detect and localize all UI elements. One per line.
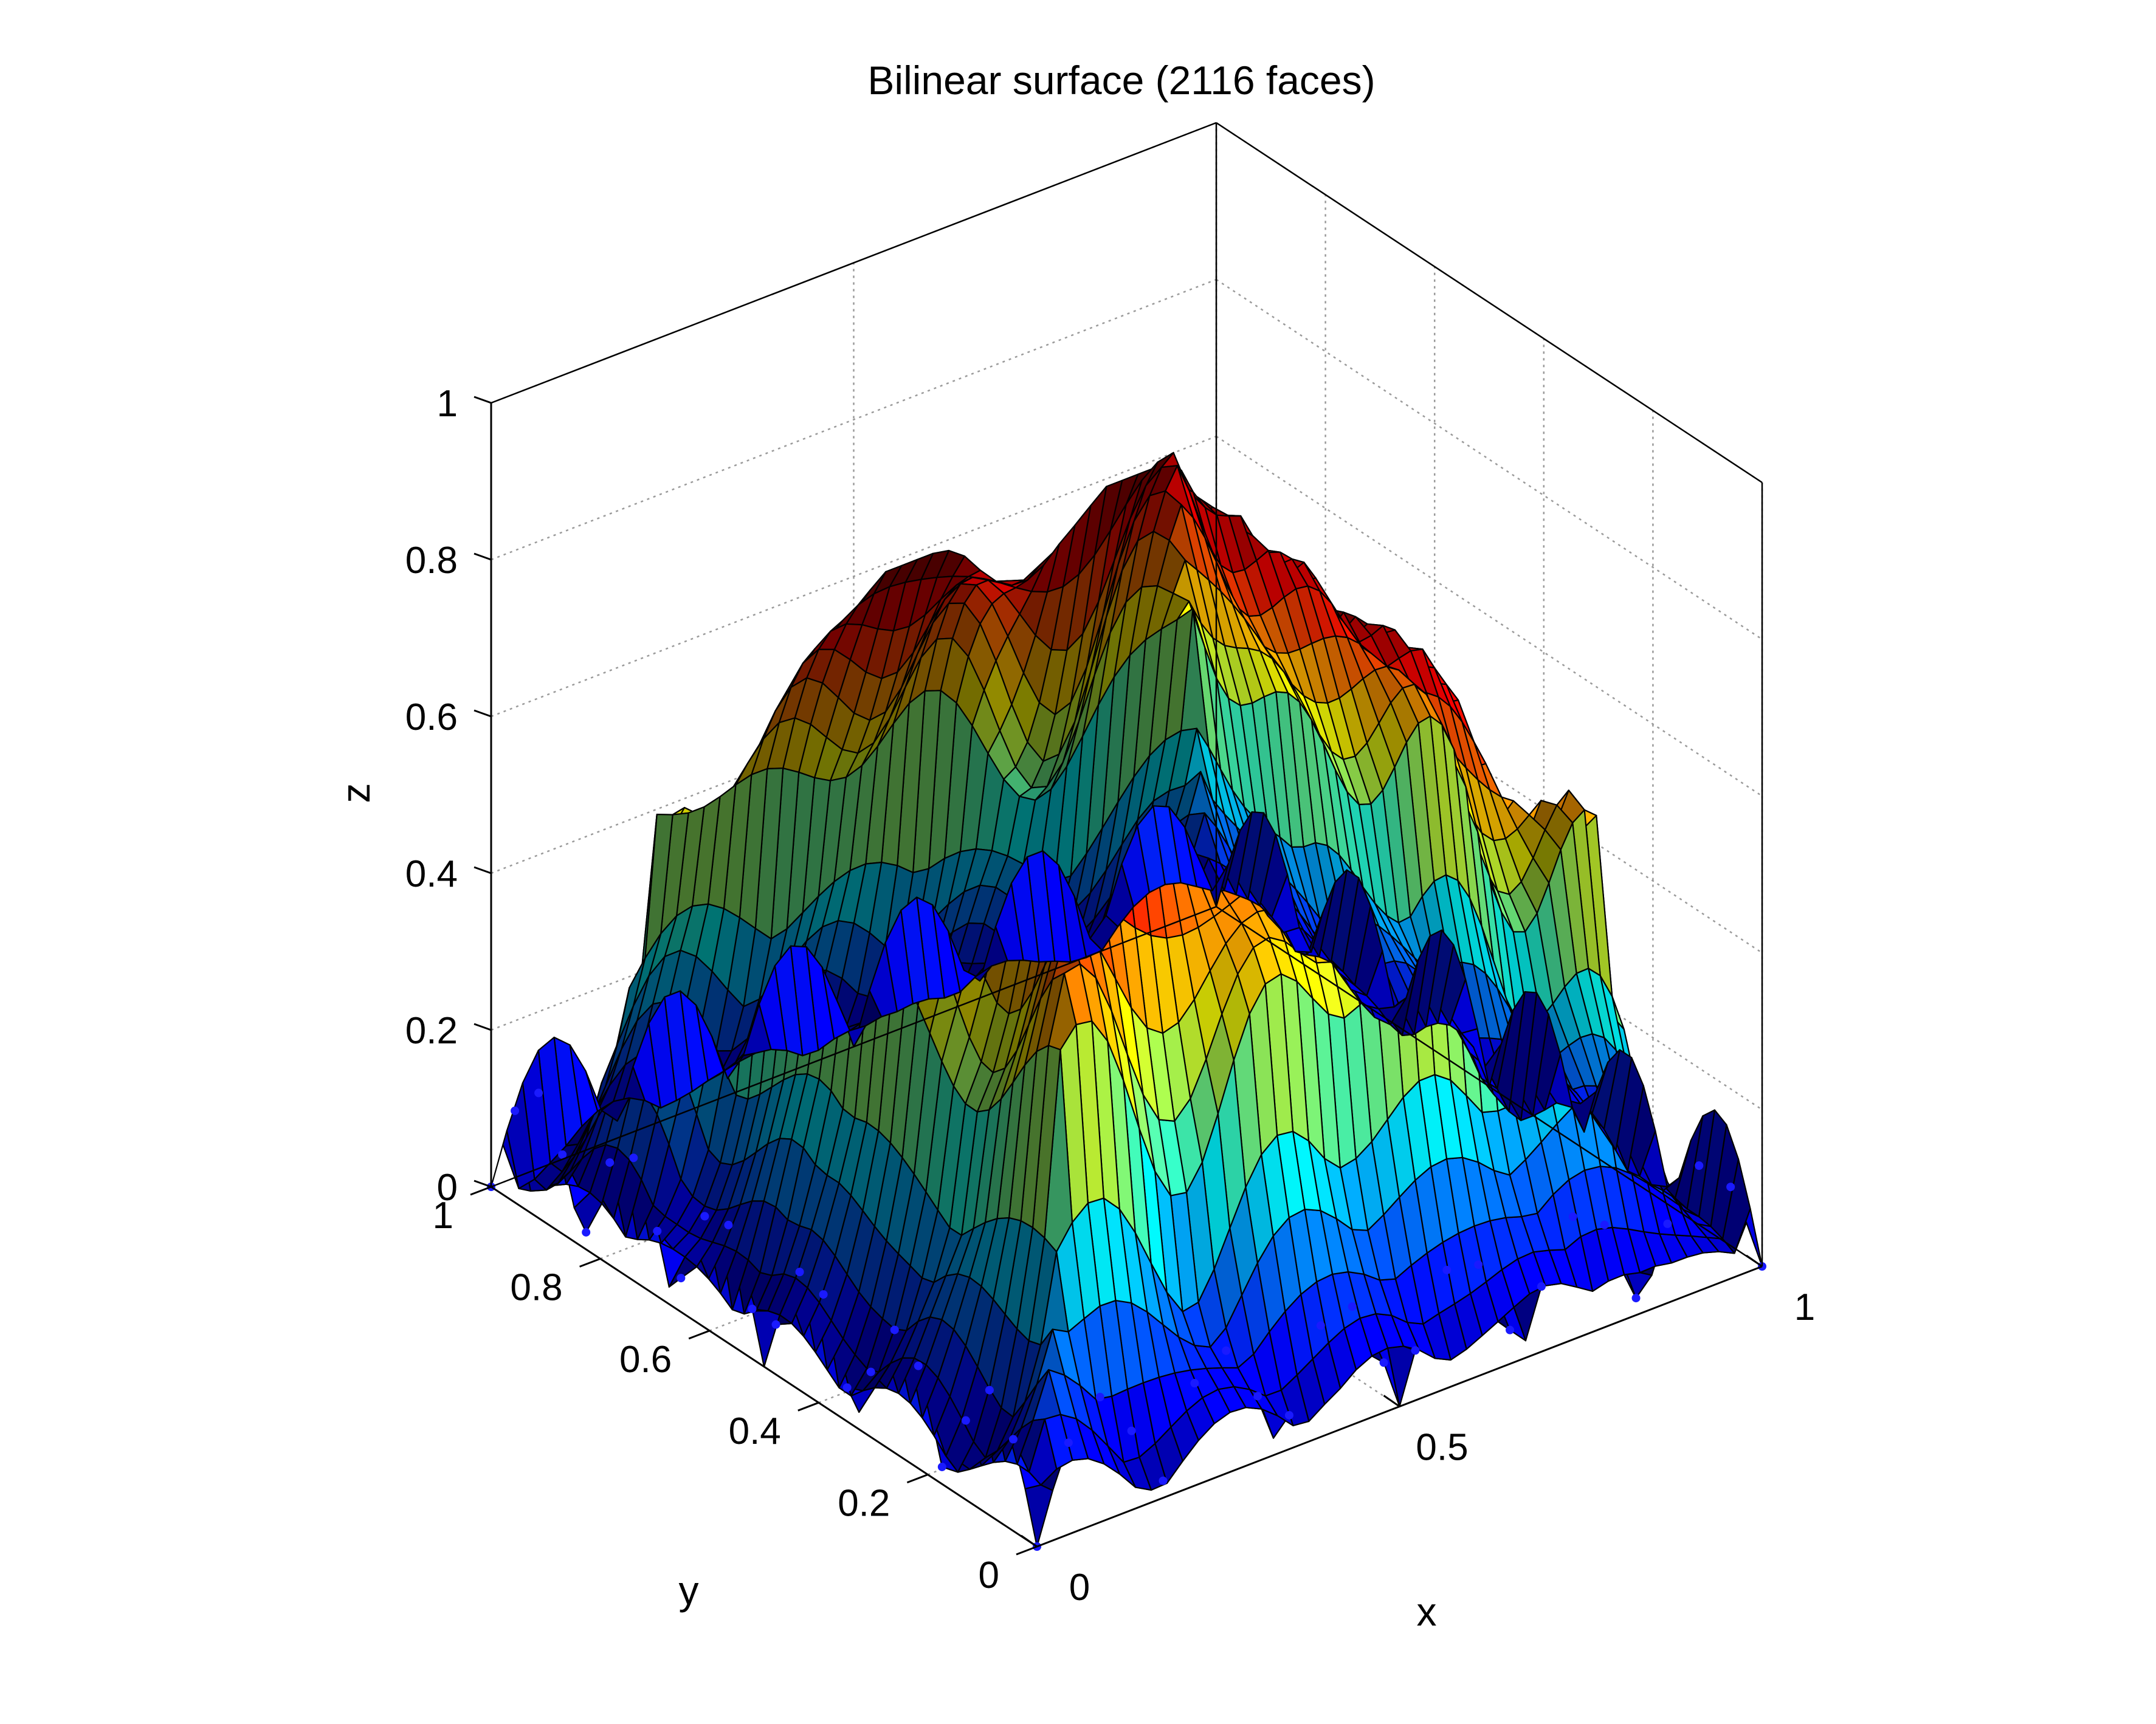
boundary-node — [914, 1361, 923, 1370]
boundary-node — [1064, 1438, 1073, 1448]
boundary-node — [937, 1462, 946, 1471]
z-tick-label: 0.2 — [405, 1010, 458, 1052]
y-tick-label: 0.6 — [619, 1339, 672, 1381]
boundary-node — [1095, 1392, 1104, 1401]
y-tick-label: 0 — [979, 1554, 999, 1596]
y-tick-mark — [797, 1401, 819, 1412]
boundary-node — [1222, 1346, 1231, 1355]
z-tick-label: 0.4 — [405, 853, 458, 895]
boundary-node — [677, 1274, 686, 1283]
boundary-node — [605, 1158, 615, 1167]
boundary-node — [1600, 1220, 1609, 1229]
boundary-node — [1316, 1321, 1325, 1330]
y-tick-label: 0.4 — [729, 1410, 781, 1452]
boundary-node — [700, 1212, 709, 1221]
y-tick-mark — [688, 1330, 710, 1340]
boundary-node — [1537, 1282, 1546, 1291]
y-tick-label: 1 — [433, 1195, 453, 1237]
x-tick-label: 1 — [1794, 1286, 1815, 1328]
boundary-node — [842, 1383, 852, 1392]
boundary-node — [819, 1290, 828, 1299]
x-tick-label: 0.5 — [1416, 1427, 1468, 1469]
box-edge — [1216, 905, 1763, 1268]
z-tick-mark — [474, 396, 492, 404]
surface-face — [751, 1308, 781, 1368]
x-tick-label: 0 — [1069, 1567, 1090, 1609]
y-tick-label: 0.8 — [510, 1266, 562, 1308]
boundary-node — [1442, 1265, 1452, 1274]
boundary-node — [558, 1150, 567, 1159]
y-axis-label: y — [679, 1568, 699, 1613]
axis-line — [491, 1186, 1038, 1548]
boundary-node — [890, 1325, 899, 1334]
boundary-node — [1253, 1392, 1262, 1401]
chart-title: Bilinear surface (2116 faces) — [867, 58, 1375, 103]
z-tick-label: 0.8 — [405, 540, 458, 582]
z-axis-label: z — [333, 783, 378, 803]
boundary-node — [1568, 1212, 1577, 1221]
boundary-node — [771, 1320, 780, 1329]
boundary-node — [985, 1386, 994, 1395]
box-edge — [1216, 122, 1763, 484]
z-tick-label: 0 — [437, 1167, 458, 1209]
z-tick-mark — [474, 1180, 492, 1188]
boundary-node — [795, 1268, 804, 1277]
y-tick-mark — [579, 1257, 601, 1268]
boundary-node — [511, 1106, 520, 1115]
boundary-nodes — [487, 1088, 1766, 1551]
boundary-node — [1663, 1219, 1672, 1228]
z-tick-mark — [474, 866, 492, 874]
boundary-node — [582, 1228, 591, 1237]
box-edge — [491, 122, 1217, 404]
y-tick-mark — [1016, 1545, 1038, 1556]
boundary-node — [1159, 1476, 1168, 1485]
boundary-node — [1379, 1358, 1388, 1367]
surface-face — [490, 1130, 520, 1189]
z-tick-mark — [474, 709, 492, 718]
x-tick-mark — [1746, 1254, 1763, 1268]
boundary-node — [724, 1220, 733, 1229]
boundary-node — [1284, 1410, 1293, 1420]
surface-mesh — [490, 452, 1763, 1548]
y-tick-mark — [906, 1474, 928, 1484]
boundary-node — [1190, 1379, 1199, 1388]
boundary-node — [1474, 1260, 1483, 1269]
boundary-node — [1695, 1161, 1704, 1170]
grid-line — [491, 278, 1217, 561]
boundary-node — [653, 1226, 662, 1235]
grid-line — [1216, 435, 1763, 797]
boundary-node — [629, 1153, 638, 1162]
boundary-node — [866, 1367, 875, 1376]
z-tick-mark — [474, 1023, 492, 1031]
box-edge — [491, 905, 1217, 1188]
boundary-node — [1506, 1325, 1515, 1334]
z-tick-label: 0.6 — [405, 696, 458, 738]
surface-face — [1024, 1484, 1054, 1548]
grid-line — [1216, 278, 1763, 640]
boundary-node — [1726, 1183, 1735, 1192]
y-tick-label: 0.2 — [838, 1483, 890, 1525]
boundary-node — [1411, 1346, 1420, 1355]
x-tick-mark — [1383, 1395, 1400, 1407]
boundary-node — [534, 1088, 543, 1097]
boundary-node — [748, 1304, 757, 1313]
z-tick-label: 1 — [437, 383, 458, 425]
boundary-node — [961, 1416, 970, 1425]
z-tick-mark — [474, 552, 492, 561]
x-axis-label: x — [1417, 1589, 1437, 1634]
boundary-node — [1348, 1302, 1357, 1311]
boundary-node — [1008, 1435, 1018, 1444]
y-tick-mark — [470, 1186, 492, 1196]
boundary-node — [1631, 1294, 1641, 1303]
x-tick-mark — [1021, 1534, 1038, 1548]
boundary-node — [1127, 1426, 1136, 1435]
axes-box — [490, 122, 1763, 1548]
